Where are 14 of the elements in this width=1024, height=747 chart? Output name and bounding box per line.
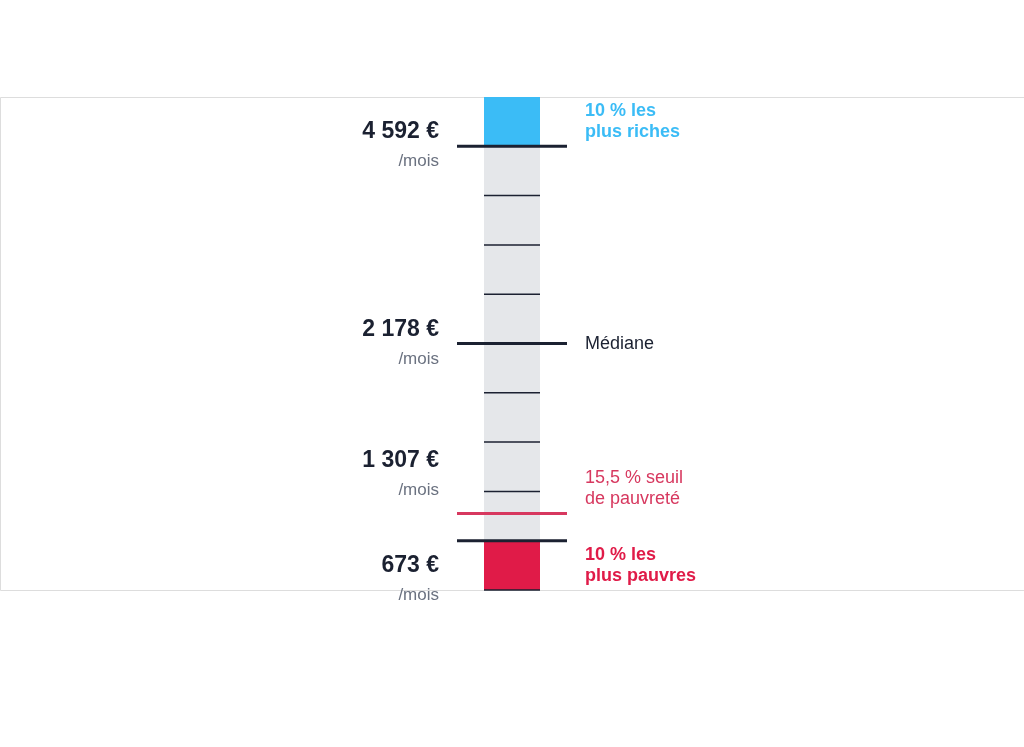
bar: [484, 392, 540, 443]
bar: [484, 97, 540, 147]
bar: [484, 540, 540, 590]
bar: [484, 294, 540, 344]
text: 10 % les plus pauvres: [585, 543, 697, 585]
text: 4 592 € /mois: [362, 117, 440, 171]
bar: [484, 244, 540, 295]
ref-line-label: Médiane: [585, 332, 655, 353]
ref-line-label: 15,5 % seuil de pauvreté: [585, 466, 684, 508]
text: 673 € /mois: [381, 550, 440, 604]
text: 1 307 € /mois: [362, 445, 440, 499]
bar: [484, 343, 540, 393]
text: 10 % les plus riches: [585, 100, 681, 142]
text: 2 178 € /mois: [362, 314, 440, 368]
